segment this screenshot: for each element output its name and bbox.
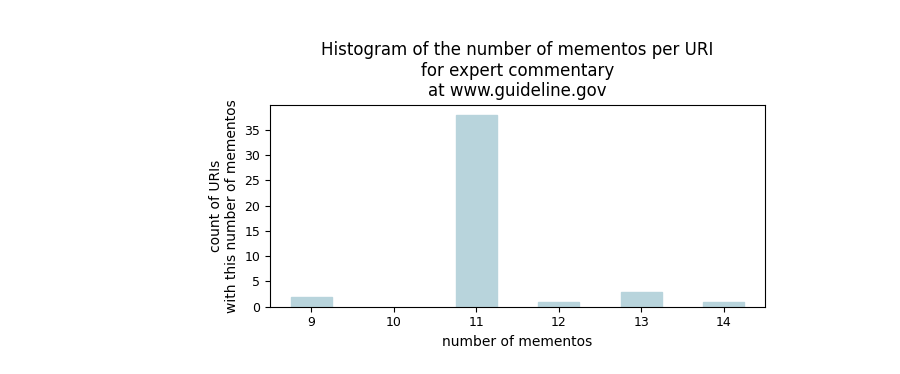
Bar <box>538 302 580 307</box>
Title: Histogram of the number of mementos per URI
for expert commentary
at www.guideli: Histogram of the number of mementos per … <box>321 41 714 100</box>
Bar <box>703 302 744 307</box>
Y-axis label: count of URIs
with this number of mementos: count of URIs with this number of mement… <box>209 99 238 313</box>
Bar <box>621 292 662 307</box>
Bar <box>291 297 332 307</box>
Bar <box>455 115 497 307</box>
X-axis label: number of mementos: number of mementos <box>443 335 592 349</box>
